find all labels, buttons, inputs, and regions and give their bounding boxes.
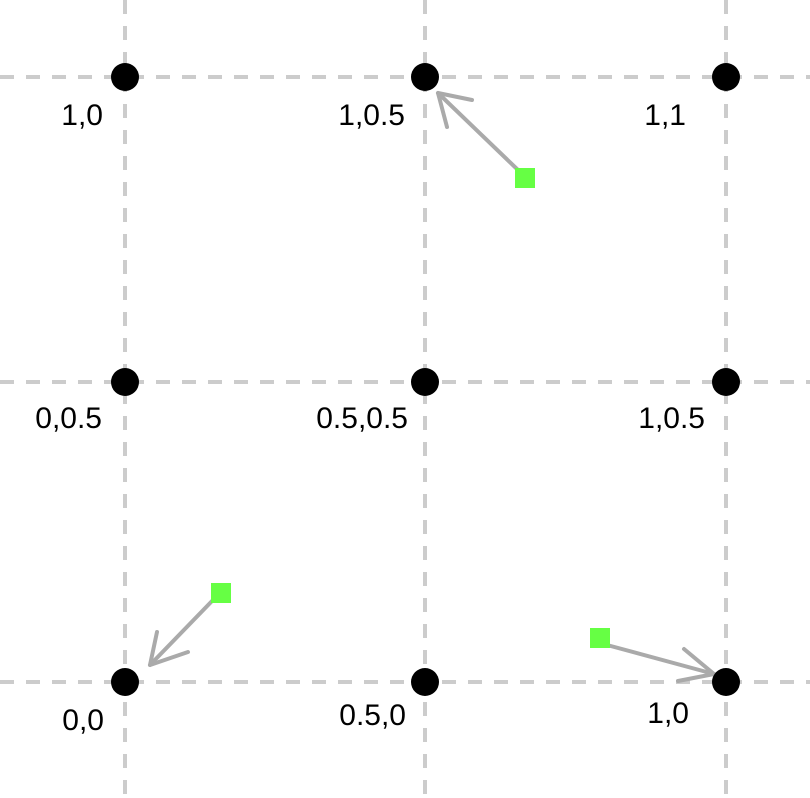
point-label: 0,0 xyxy=(62,704,104,737)
point-label: 1,0.5 xyxy=(638,402,705,435)
arrows xyxy=(148,91,716,683)
arrow-to-bottom-left xyxy=(148,598,215,667)
point-label: 0,0.5 xyxy=(35,402,102,435)
arrow-to-top-middle xyxy=(436,91,520,172)
point-label: 0.5,0.5 xyxy=(316,402,408,435)
point-labels: 1,0 1,0.5 1,1 0,0.5 0.5,0.5 1,0.5 0,0 0.… xyxy=(35,99,705,737)
point-label: 0.5,0 xyxy=(339,699,406,732)
arrow-to-bottom-right xyxy=(605,643,716,683)
sample-squares xyxy=(211,168,610,648)
point-label: 1,1 xyxy=(644,99,686,132)
grid-point xyxy=(712,368,740,396)
point-label: 1,0.5 xyxy=(338,99,405,132)
grid-point xyxy=(111,668,139,696)
point-label: 1,0 xyxy=(61,99,103,132)
sample-square xyxy=(515,168,535,188)
point-label: 1,0 xyxy=(647,697,689,730)
grid-point xyxy=(111,368,139,396)
grid-points xyxy=(111,63,740,696)
sample-square xyxy=(211,583,231,603)
grid-point xyxy=(712,63,740,91)
grid-point xyxy=(411,368,439,396)
grid-point xyxy=(411,63,439,91)
sample-square xyxy=(590,628,610,648)
grid-point xyxy=(712,668,740,696)
grid-point xyxy=(111,63,139,91)
grid-point xyxy=(411,668,439,696)
